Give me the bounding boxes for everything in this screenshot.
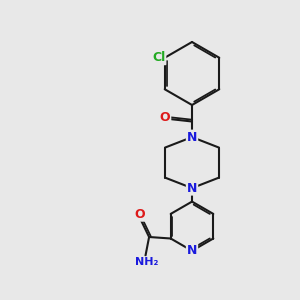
Text: NH₂: NH₂ [135, 257, 159, 267]
Text: N: N [187, 244, 197, 257]
Text: O: O [160, 111, 170, 124]
Text: Cl: Cl [152, 51, 165, 64]
Text: N: N [187, 182, 197, 195]
Text: N: N [187, 130, 197, 144]
Text: O: O [135, 208, 146, 221]
